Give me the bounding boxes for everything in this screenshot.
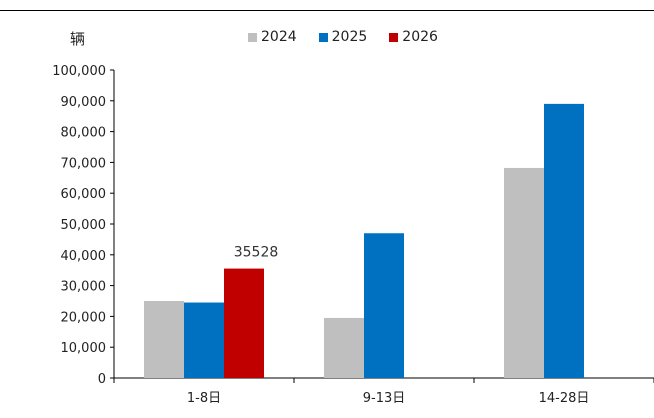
legend-label-2026: 2026 (402, 29, 438, 45)
legend-item-2025: 2025 (318, 29, 368, 45)
y-tick-label: 80,000 (61, 126, 107, 141)
bar-2025 (544, 103, 584, 378)
y-tick-label: 30,000 (61, 280, 107, 295)
bar-2024 (324, 317, 364, 378)
bar-2025 (184, 302, 224, 378)
bar-2024 (504, 167, 544, 378)
y-unit-label: 辆 (70, 30, 86, 48)
x-tick-label: 1-8日 (187, 391, 221, 406)
legend-swatch-2025 (318, 32, 328, 42)
y-tick-label: 100,000 (52, 64, 106, 79)
legend-label-2025: 2025 (331, 29, 368, 45)
x-tick-label: 9-13日 (363, 391, 406, 406)
legend-swatch-2024 (248, 32, 257, 42)
legend-swatch-2026 (389, 32, 399, 42)
y-tick-label: 70,000 (61, 156, 107, 171)
legend-item-2024: 2024 (248, 29, 297, 45)
y-tick-label: 60,000 (61, 187, 107, 202)
y-tick-label: 90,000 (61, 95, 107, 110)
legend-label-2024: 2024 (261, 29, 297, 45)
bar-2025 (364, 233, 404, 378)
y-tick-label: 50,000 (61, 218, 107, 233)
bar-2026 (224, 268, 264, 378)
y-tick-label: 10,000 (61, 341, 107, 356)
legend: 2024 2025 2026 (248, 29, 438, 45)
legend-item-2026: 2026 (389, 29, 438, 45)
y-tick-label: 0 (98, 372, 106, 387)
data-label: 35528 (234, 245, 279, 261)
top-rule (0, 10, 654, 11)
bar-2024 (144, 301, 184, 378)
x-tick-label: 14-28日 (539, 391, 590, 406)
y-tick-label: 40,000 (61, 249, 107, 264)
y-tick-label: 20,000 (61, 310, 107, 325)
